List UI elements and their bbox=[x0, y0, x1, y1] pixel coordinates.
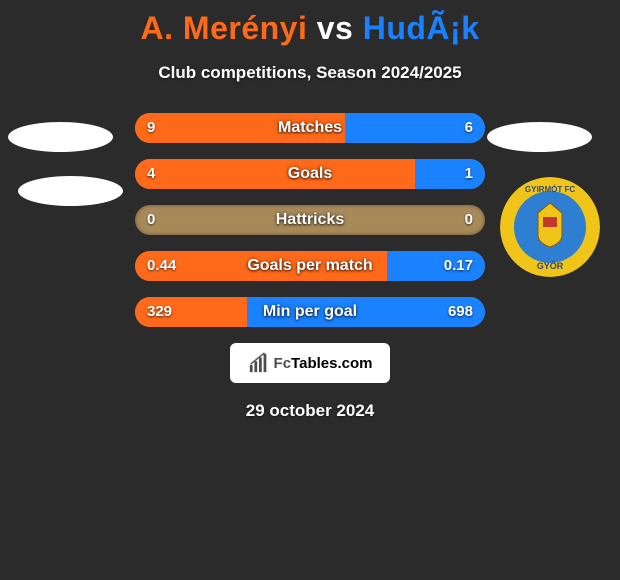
bar-value-right: 0 bbox=[465, 205, 473, 235]
fctables-logo: FcTables.com bbox=[230, 343, 390, 383]
footer-brand-text: FcTables.com bbox=[274, 355, 373, 372]
bar-right-fill bbox=[387, 251, 485, 281]
footer-brand-suffix: Tables.com bbox=[291, 355, 372, 372]
player1-name: A. Merényi bbox=[141, 10, 308, 46]
footer-brand-prefix: Fc bbox=[274, 355, 292, 372]
stat-bar-row: Matches96 bbox=[135, 113, 485, 143]
stat-bar-row: Goals41 bbox=[135, 159, 485, 189]
date-text: 29 october 2024 bbox=[0, 401, 620, 421]
stats-bars-container: Matches96 Goals41 Hattricks0 0 Goals per mat… bbox=[0, 113, 620, 327]
bar-label: Hattricks bbox=[135, 205, 485, 235]
comparison-title: A. Merényi vs HudÃ¡k bbox=[0, 0, 620, 47]
stat-bar-row: Min per goal329698 bbox=[135, 297, 485, 327]
stat-bar-row: Hattricks0 0 bbox=[135, 205, 485, 235]
bar-right-fill bbox=[415, 159, 485, 189]
bar-right-fill bbox=[247, 297, 485, 327]
vs-text: vs bbox=[317, 10, 354, 46]
bar-right-fill bbox=[345, 113, 485, 143]
bar-left-fill bbox=[135, 297, 247, 327]
bar-left-fill bbox=[135, 251, 387, 281]
player2-name: HudÃ¡k bbox=[363, 10, 480, 46]
stat-bar-row: Goals per match0.440.17 bbox=[135, 251, 485, 281]
subtitle: Club competitions, Season 2024/2025 bbox=[0, 63, 620, 83]
bar-left-fill bbox=[135, 159, 415, 189]
chart-icon bbox=[248, 352, 270, 374]
bar-value-left: 0 bbox=[147, 205, 155, 235]
bar-left-fill bbox=[135, 113, 345, 143]
